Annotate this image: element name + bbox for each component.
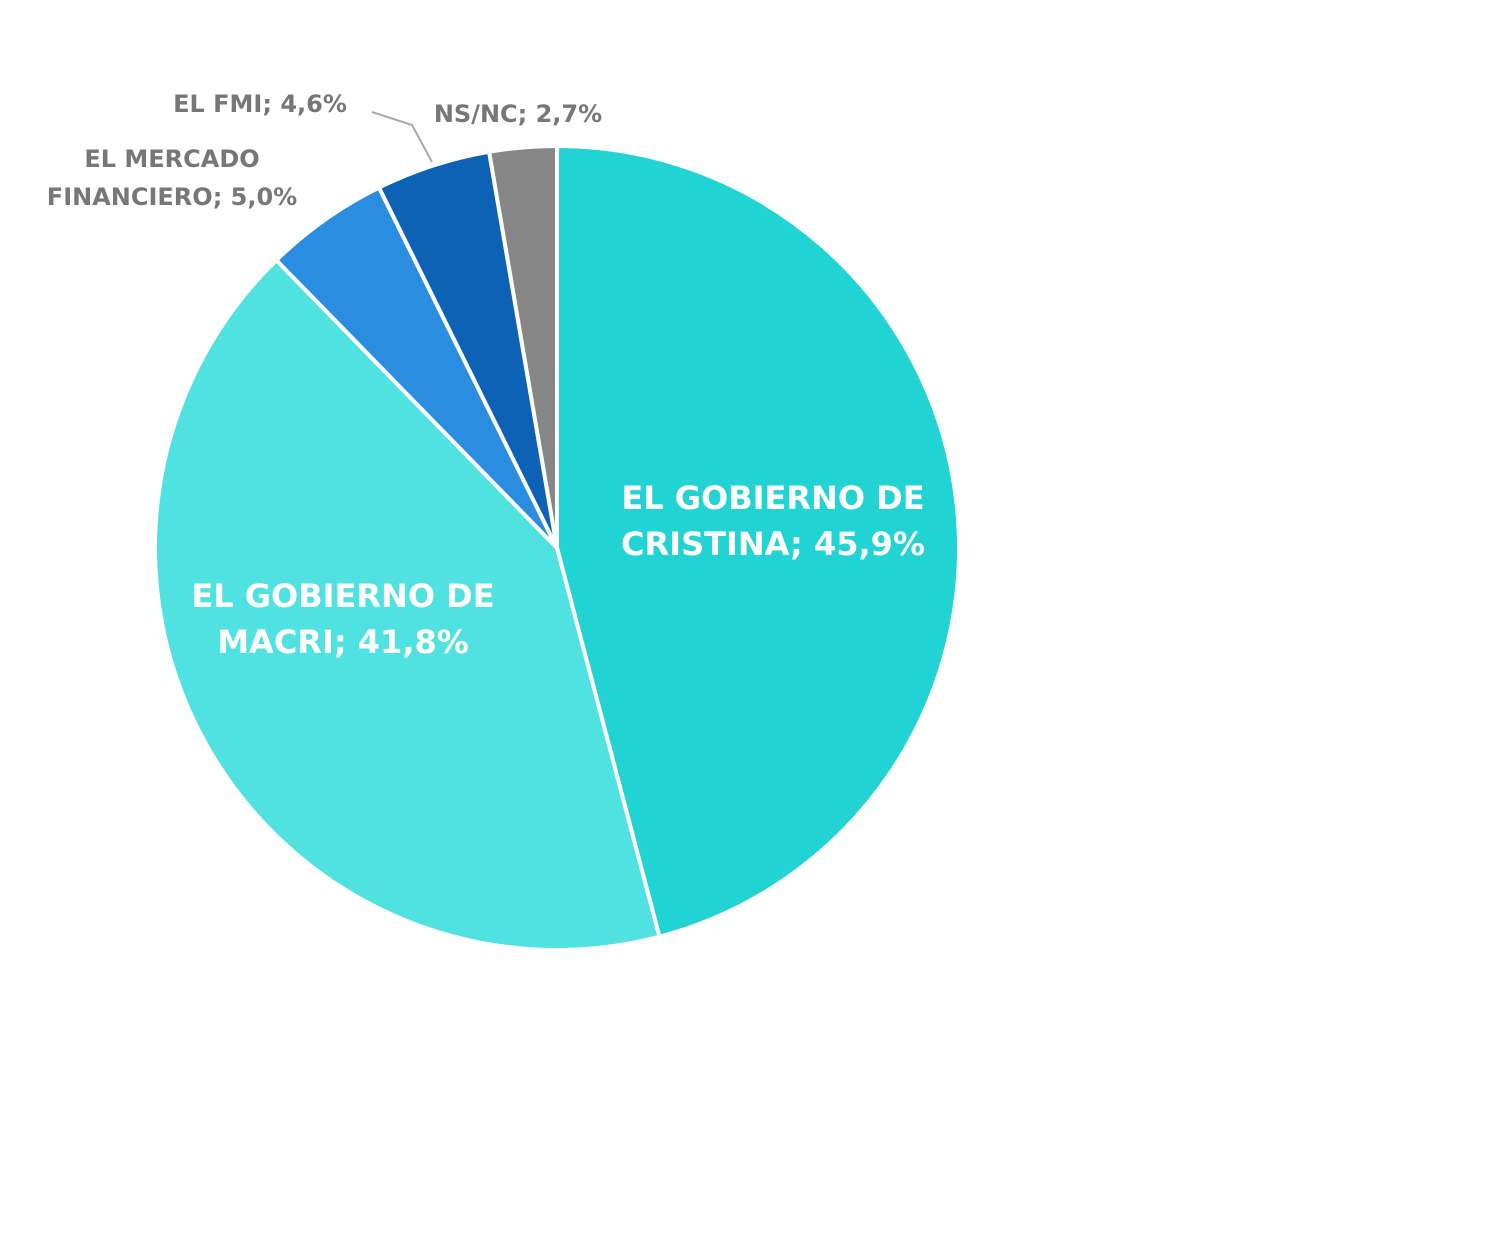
pie-slice xyxy=(555,143,961,940)
slice-label: FINANCIERO; 5,0% xyxy=(47,183,297,211)
slice-label: MACRI; 41,8% xyxy=(217,623,469,661)
leader-line xyxy=(371,111,433,163)
slice-label: EL GOBIERNO DE xyxy=(191,577,494,615)
slice-label: EL GOBIERNO DE xyxy=(621,479,924,517)
pie-slice xyxy=(153,257,662,952)
slice-label: EL FMI; 4,6% xyxy=(173,90,347,118)
slice-label: CRISTINA; 45,9% xyxy=(621,525,925,563)
slice-label: NS/NC; 2,7% xyxy=(434,100,602,128)
slice-label: EL MERCADO xyxy=(84,145,259,173)
pie-slice xyxy=(486,143,559,549)
